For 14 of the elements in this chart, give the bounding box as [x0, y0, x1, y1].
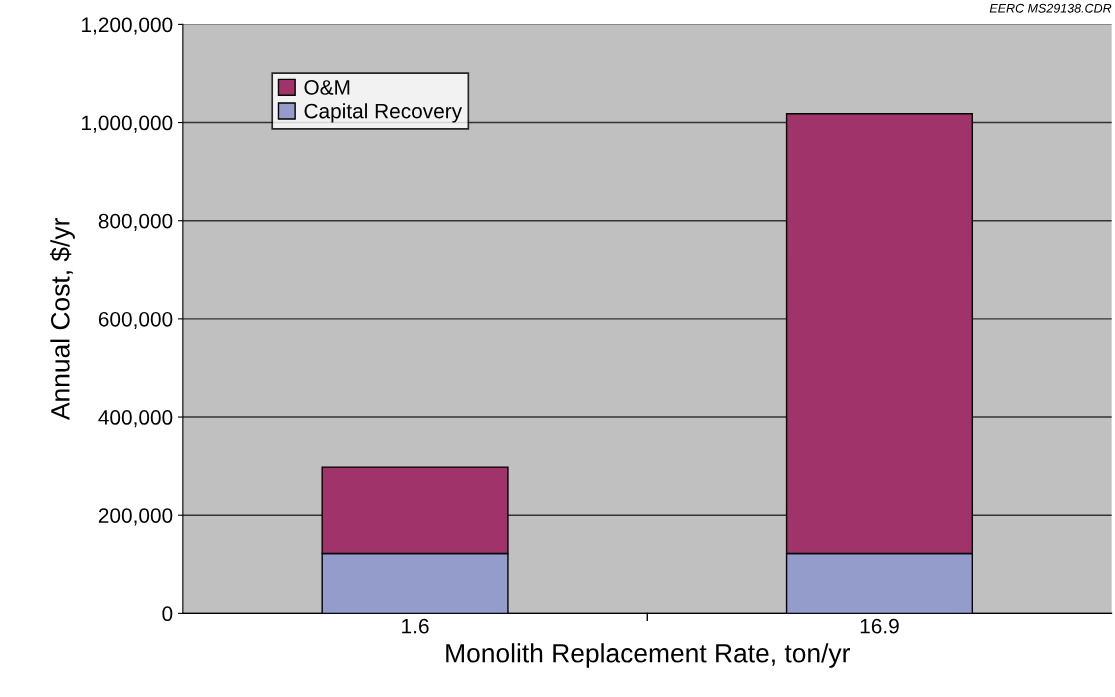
x-tick-label: 1.6	[402, 618, 429, 634]
y-tick-label: 0	[162, 606, 173, 622]
legend-label: Capital Recovery	[304, 103, 463, 123]
y-tick-label: 800,000	[98, 213, 173, 231]
text: EERC MS29138.CDR	[989, 3, 1112, 13]
legend-label: O&M	[304, 80, 350, 95]
y-tick-label: 200,000	[98, 508, 173, 526]
y-tick-label: 600,000	[98, 311, 173, 330]
x-axis-title: Monolith Replacement Rate, ton/yr	[446, 643, 850, 668]
y-tick-label: 1,000,000	[82, 115, 173, 133]
x-tick-label: 16.9	[860, 618, 899, 634]
y-tick-label: 1,200,000	[82, 17, 173, 35]
y-tick-label: 400,000	[98, 410, 173, 428]
y-axis-title: Annual Cost, $/yr	[49, 218, 75, 421]
